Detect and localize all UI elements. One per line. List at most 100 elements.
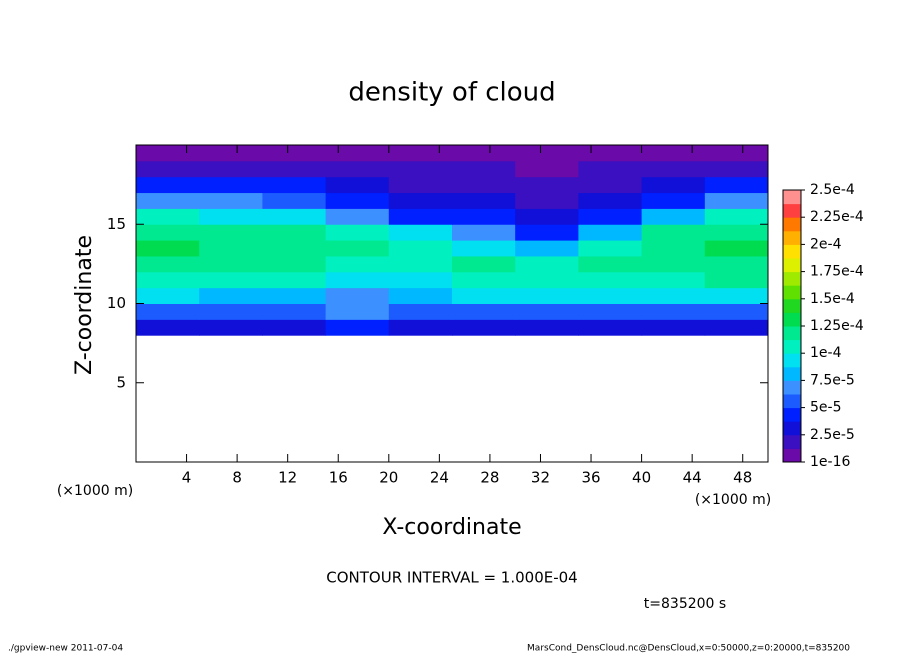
x-tick-label: 44 <box>683 469 702 487</box>
cell <box>641 303 706 320</box>
colorbar-label: 5e-5 <box>810 400 841 416</box>
colorbar-band <box>783 394 801 409</box>
cell <box>452 319 516 336</box>
cell <box>578 176 643 194</box>
cell <box>704 145 769 162</box>
colorbar-band <box>783 312 801 327</box>
y-unit-label: (×1000 m) <box>57 483 133 499</box>
cell <box>199 192 263 209</box>
cell <box>262 192 327 209</box>
cell <box>452 160 516 178</box>
cell <box>136 176 200 194</box>
cell <box>515 224 579 241</box>
cell <box>325 240 390 257</box>
cell <box>452 255 516 273</box>
cell <box>578 192 643 209</box>
colorbar-label: 1.25e-4 <box>810 318 864 334</box>
y-tick-label: 10 <box>107 294 126 312</box>
cell <box>704 176 769 194</box>
cell <box>199 287 263 304</box>
cell <box>641 255 706 273</box>
cell <box>578 303 643 320</box>
cell <box>641 287 706 304</box>
cell <box>704 208 769 225</box>
cell <box>199 208 263 225</box>
cell <box>199 303 263 320</box>
cell <box>199 176 263 194</box>
cell <box>325 271 390 289</box>
cell <box>388 145 453 162</box>
cell <box>325 208 390 225</box>
contour-note: CONTOUR INTERVAL = 1.000E-04 <box>326 569 577 587</box>
cell <box>388 271 453 289</box>
colorbar-label: 7.5e-5 <box>810 372 855 388</box>
cell <box>704 160 769 178</box>
cell <box>515 160 579 178</box>
cell <box>325 255 390 273</box>
cell <box>388 240 453 257</box>
cell <box>515 208 579 225</box>
cell <box>262 271 327 289</box>
cell <box>388 160 453 178</box>
cell <box>641 176 706 194</box>
cell <box>199 319 263 336</box>
cell <box>578 145 643 162</box>
cell <box>578 271 643 289</box>
x-tick-label: 40 <box>632 469 651 487</box>
colorbar-band <box>783 190 801 205</box>
colorbar-band <box>783 285 801 300</box>
x-unit-label: (×1000 m) <box>695 492 771 508</box>
colorbar-band <box>783 244 801 259</box>
cell <box>262 303 327 320</box>
x-tick-label: 24 <box>430 469 449 487</box>
cell <box>388 224 453 241</box>
x-tick-label: 8 <box>232 469 242 487</box>
cell <box>262 145 327 162</box>
cell <box>515 192 579 209</box>
cell <box>704 319 769 336</box>
time-label: t=835200 s <box>644 596 726 612</box>
cell <box>515 271 579 289</box>
cell <box>641 224 706 241</box>
cell <box>515 145 579 162</box>
footer-right: MarsCond_DensCloud.nc@DensCloud,x=0:5000… <box>527 644 850 654</box>
cell <box>704 224 769 241</box>
cell <box>262 224 327 241</box>
cell <box>704 303 769 320</box>
cell <box>641 208 706 225</box>
cell <box>452 271 516 289</box>
cell <box>515 240 579 257</box>
cell <box>578 160 643 178</box>
cell <box>388 208 453 225</box>
cell <box>388 287 453 304</box>
colorbar-band <box>783 203 801 218</box>
cell <box>704 271 769 289</box>
cell <box>136 303 200 320</box>
y-tick-label: 5 <box>116 373 126 391</box>
cell <box>262 208 327 225</box>
cell <box>578 240 643 257</box>
colorbar-band <box>783 407 801 422</box>
cell <box>136 255 200 273</box>
cell <box>262 240 327 257</box>
cell <box>136 240 200 257</box>
colorbar-label: 2e-4 <box>810 236 842 252</box>
cell <box>199 271 263 289</box>
cell <box>452 303 516 320</box>
cell <box>325 224 390 241</box>
cell <box>136 145 200 162</box>
cell <box>452 192 516 209</box>
cell <box>704 192 769 209</box>
cell <box>641 271 706 289</box>
x-tick-label: 4 <box>182 469 192 487</box>
cell <box>136 208 200 225</box>
cell <box>388 303 453 320</box>
colorbar-band <box>783 217 801 232</box>
cell <box>262 287 327 304</box>
colorbar-band <box>783 421 801 436</box>
cell <box>136 224 200 241</box>
x-tick-label: 12 <box>278 469 297 487</box>
colorbar-band <box>783 298 801 313</box>
cell <box>136 271 200 289</box>
